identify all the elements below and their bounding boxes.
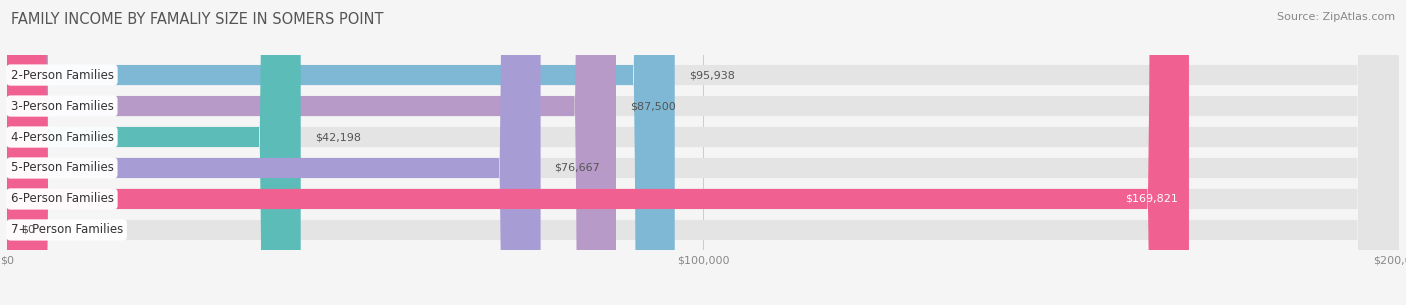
Text: $42,198: $42,198 <box>315 132 360 142</box>
Text: 3-Person Families: 3-Person Families <box>10 99 114 113</box>
FancyBboxPatch shape <box>7 0 1189 305</box>
Text: Source: ZipAtlas.com: Source: ZipAtlas.com <box>1277 12 1395 22</box>
FancyBboxPatch shape <box>7 0 1399 305</box>
Text: 7+ Person Families: 7+ Person Families <box>10 224 122 236</box>
FancyBboxPatch shape <box>7 0 1399 305</box>
Text: 4-Person Families: 4-Person Families <box>10 131 114 144</box>
Text: $169,821: $169,821 <box>1126 194 1178 204</box>
Text: $87,500: $87,500 <box>630 101 676 111</box>
Text: $0: $0 <box>21 225 35 235</box>
Text: 6-Person Families: 6-Person Families <box>10 192 114 206</box>
Text: FAMILY INCOME BY FAMALIY SIZE IN SOMERS POINT: FAMILY INCOME BY FAMALIY SIZE IN SOMERS … <box>11 12 384 27</box>
Text: 5-Person Families: 5-Person Families <box>10 161 114 174</box>
FancyBboxPatch shape <box>7 0 1399 305</box>
FancyBboxPatch shape <box>7 0 1399 305</box>
FancyBboxPatch shape <box>7 0 1399 305</box>
Text: 2-Person Families: 2-Person Families <box>10 69 114 81</box>
Text: $95,938: $95,938 <box>689 70 734 80</box>
FancyBboxPatch shape <box>7 0 541 305</box>
FancyBboxPatch shape <box>7 0 1399 305</box>
FancyBboxPatch shape <box>7 0 301 305</box>
FancyBboxPatch shape <box>7 0 675 305</box>
FancyBboxPatch shape <box>7 0 616 305</box>
Text: $76,667: $76,667 <box>554 163 600 173</box>
